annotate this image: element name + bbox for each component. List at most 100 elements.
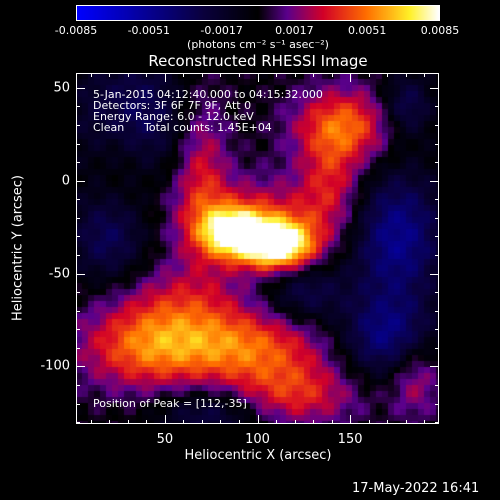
y-tick-mark <box>435 310 439 312</box>
colorbar <box>76 5 440 21</box>
y-tick-mark <box>435 217 439 219</box>
heatmap-image <box>76 73 439 424</box>
x-tick-mark <box>257 415 259 424</box>
y-tick-mark <box>430 180 439 182</box>
plot-area: 5-Jan-2015 04:12:40.000 to 04:15:32.000 … <box>76 73 439 424</box>
x-tick-label: 150 <box>337 432 363 447</box>
x-tick-mark <box>238 420 240 424</box>
x-tick-label: 100 <box>245 432 270 447</box>
x-tick-mark <box>220 73 222 77</box>
x-tick-mark <box>294 73 296 77</box>
x-tick-mark <box>350 415 352 424</box>
y-tick-label: -100 <box>40 358 70 374</box>
x-tick-mark <box>90 73 92 77</box>
x-tick-mark <box>276 420 278 424</box>
y-tick-mark <box>435 329 439 331</box>
annotation-energy-range: Energy Range: 6.0 - 12.0 keV <box>93 110 254 123</box>
x-tick-mark <box>220 420 222 424</box>
annotation-total-counts: Total counts: 1.45E+04 <box>144 121 272 134</box>
y-tick-mark <box>435 292 439 294</box>
x-tick-mark <box>387 73 389 77</box>
y-tick-mark <box>435 422 439 424</box>
x-tick-mark <box>350 73 352 82</box>
y-tick-mark <box>76 422 80 424</box>
y-axis-label: Heliocentric Y (arcsec) <box>10 175 26 321</box>
colorbar-tick-label: 0.0085 <box>420 24 460 37</box>
y-tick-mark <box>76 347 80 349</box>
x-tick-mark <box>183 73 185 77</box>
y-tick-mark <box>435 385 439 386</box>
x-tick-mark <box>331 420 333 424</box>
y-tick-mark <box>76 217 80 219</box>
x-tick-mark <box>424 420 426 424</box>
chart-title: Reconstructed RHESSI Image <box>148 52 368 70</box>
y-tick-mark <box>435 199 439 201</box>
y-tick-mark <box>76 385 80 386</box>
x-tick-mark <box>201 420 203 424</box>
x-tick-mark <box>368 420 370 424</box>
x-tick-mark <box>201 73 203 77</box>
x-axis-label: Heliocentric X (arcsec) <box>184 448 332 463</box>
x-tick-mark <box>313 73 315 77</box>
y-tick-mark <box>76 180 85 182</box>
y-tick-label: 50 <box>53 80 70 96</box>
y-tick-mark <box>435 347 439 349</box>
x-tick-mark <box>368 73 370 77</box>
x-tick-label: 50 <box>156 432 174 447</box>
y-tick-mark <box>76 87 85 89</box>
x-tick-mark <box>109 73 111 77</box>
x-tick-mark <box>313 420 315 424</box>
y-tick-mark <box>76 125 80 126</box>
x-tick-mark <box>146 73 148 77</box>
y-tick-mark <box>430 87 439 89</box>
x-tick-mark <box>127 420 129 424</box>
y-tick-mark <box>435 236 439 238</box>
y-tick-mark <box>76 143 80 145</box>
colorbar-tick-label: -0.0085 <box>54 24 98 37</box>
y-tick-mark <box>435 255 439 256</box>
x-tick-mark <box>183 420 185 424</box>
y-tick-mark <box>76 329 80 331</box>
x-tick-mark <box>294 420 296 424</box>
colorbar-tick-label: 0.0051 <box>347 24 387 37</box>
x-tick-mark <box>164 73 166 82</box>
x-tick-mark <box>276 73 278 77</box>
x-tick-mark <box>109 420 111 424</box>
colorbar-tick-label: -0.0017 <box>200 24 243 37</box>
y-tick-mark <box>76 106 80 108</box>
x-tick-mark <box>257 73 259 82</box>
y-tick-mark <box>76 292 80 294</box>
annotation-method: Clean <box>93 121 125 134</box>
y-tick-mark <box>435 162 439 164</box>
x-tick-mark <box>127 73 129 77</box>
y-tick-mark <box>76 162 80 164</box>
y-tick-mark <box>435 106 439 108</box>
y-tick-mark <box>76 255 80 256</box>
x-tick-mark <box>238 73 240 77</box>
plot-frame <box>76 73 439 424</box>
timestamp: 17-May-2022 16:41 <box>352 481 480 496</box>
colorbar-tick-label: 0.0017 <box>275 24 314 37</box>
y-tick-mark <box>76 403 80 405</box>
colorbar-units: (photons cm⁻² s⁻¹ asec⁻²) <box>187 38 329 51</box>
annotation-detectors: Detectors: 3F 6F 7F 9F, Att 0 <box>93 99 252 112</box>
x-tick-mark <box>424 73 426 77</box>
x-tick-mark <box>146 420 148 424</box>
annotation-peak-position: Position of Peak = [112,-35] <box>93 397 247 410</box>
x-tick-mark <box>331 73 333 77</box>
annotation-time-range: 5-Jan-2015 04:12:40.000 to 04:15:32.000 <box>93 88 323 101</box>
y-tick-mark <box>430 273 439 275</box>
colorbar-tick-label: -0.0051 <box>127 24 171 37</box>
x-tick-mark <box>387 420 389 424</box>
y-tick-mark <box>76 273 85 275</box>
x-tick-mark <box>164 415 166 424</box>
y-tick-mark <box>76 310 80 312</box>
y-tick-mark <box>435 403 439 405</box>
x-tick-mark <box>405 420 407 424</box>
y-tick-label: 0 <box>61 173 70 189</box>
y-tick-mark <box>435 143 439 145</box>
y-tick-mark <box>76 199 80 201</box>
y-tick-mark <box>435 125 439 126</box>
x-tick-mark <box>90 420 92 424</box>
x-tick-mark <box>405 73 407 77</box>
